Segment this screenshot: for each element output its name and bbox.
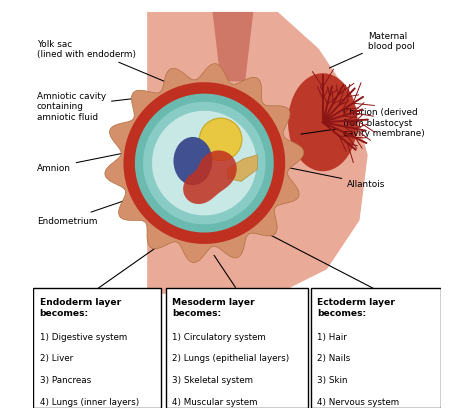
FancyBboxPatch shape xyxy=(165,288,309,408)
Polygon shape xyxy=(152,112,256,216)
Text: 2) Liver: 2) Liver xyxy=(40,353,73,362)
Text: 3) Pancreas: 3) Pancreas xyxy=(40,375,91,384)
Polygon shape xyxy=(105,65,304,263)
Text: 1) Digestive system: 1) Digestive system xyxy=(40,332,127,341)
Polygon shape xyxy=(147,13,368,294)
Text: Chorion (derived
from blastocyst
cavity membrane): Chorion (derived from blastocyst cavity … xyxy=(301,108,425,138)
Text: Amniotic cavity
containing
amniotic fluid: Amniotic cavity containing amniotic flui… xyxy=(37,92,173,121)
Text: Endometrium: Endometrium xyxy=(37,197,137,225)
Text: Allantois: Allantois xyxy=(289,168,386,189)
Circle shape xyxy=(200,119,242,161)
Text: 2) Nails: 2) Nails xyxy=(318,353,351,362)
Polygon shape xyxy=(143,103,265,225)
FancyBboxPatch shape xyxy=(33,288,162,408)
Polygon shape xyxy=(183,151,237,204)
Text: 1) Hair: 1) Hair xyxy=(318,332,347,341)
Text: Ectoderm layer
becomes:: Ectoderm layer becomes: xyxy=(318,297,395,317)
Polygon shape xyxy=(227,155,257,182)
Text: 4) Lungs (inner layers): 4) Lungs (inner layers) xyxy=(40,397,139,406)
Text: 1) Circulatory system: 1) Circulatory system xyxy=(173,332,266,341)
Text: 3) Skin: 3) Skin xyxy=(318,375,348,384)
Polygon shape xyxy=(135,94,274,233)
Ellipse shape xyxy=(288,74,357,172)
Text: 4) Nervous system: 4) Nervous system xyxy=(318,397,400,406)
Text: Yolk sac
(lined with endoderm): Yolk sac (lined with endoderm) xyxy=(37,40,230,110)
Polygon shape xyxy=(212,13,253,82)
Text: Mesoderm layer
becomes:: Mesoderm layer becomes: xyxy=(173,297,255,317)
Text: Amnion: Amnion xyxy=(37,148,153,172)
Text: 4) Muscular system: 4) Muscular system xyxy=(173,397,258,406)
Text: Maternal
blood pool: Maternal blood pool xyxy=(329,32,414,69)
Text: 3) Skeletal system: 3) Skeletal system xyxy=(173,375,254,384)
Text: Endoderm layer
becomes:: Endoderm layer becomes: xyxy=(40,297,121,317)
Ellipse shape xyxy=(173,137,212,186)
Text: 2) Lungs (epithelial layers): 2) Lungs (epithelial layers) xyxy=(173,353,290,362)
Polygon shape xyxy=(123,83,285,244)
FancyBboxPatch shape xyxy=(310,288,441,408)
